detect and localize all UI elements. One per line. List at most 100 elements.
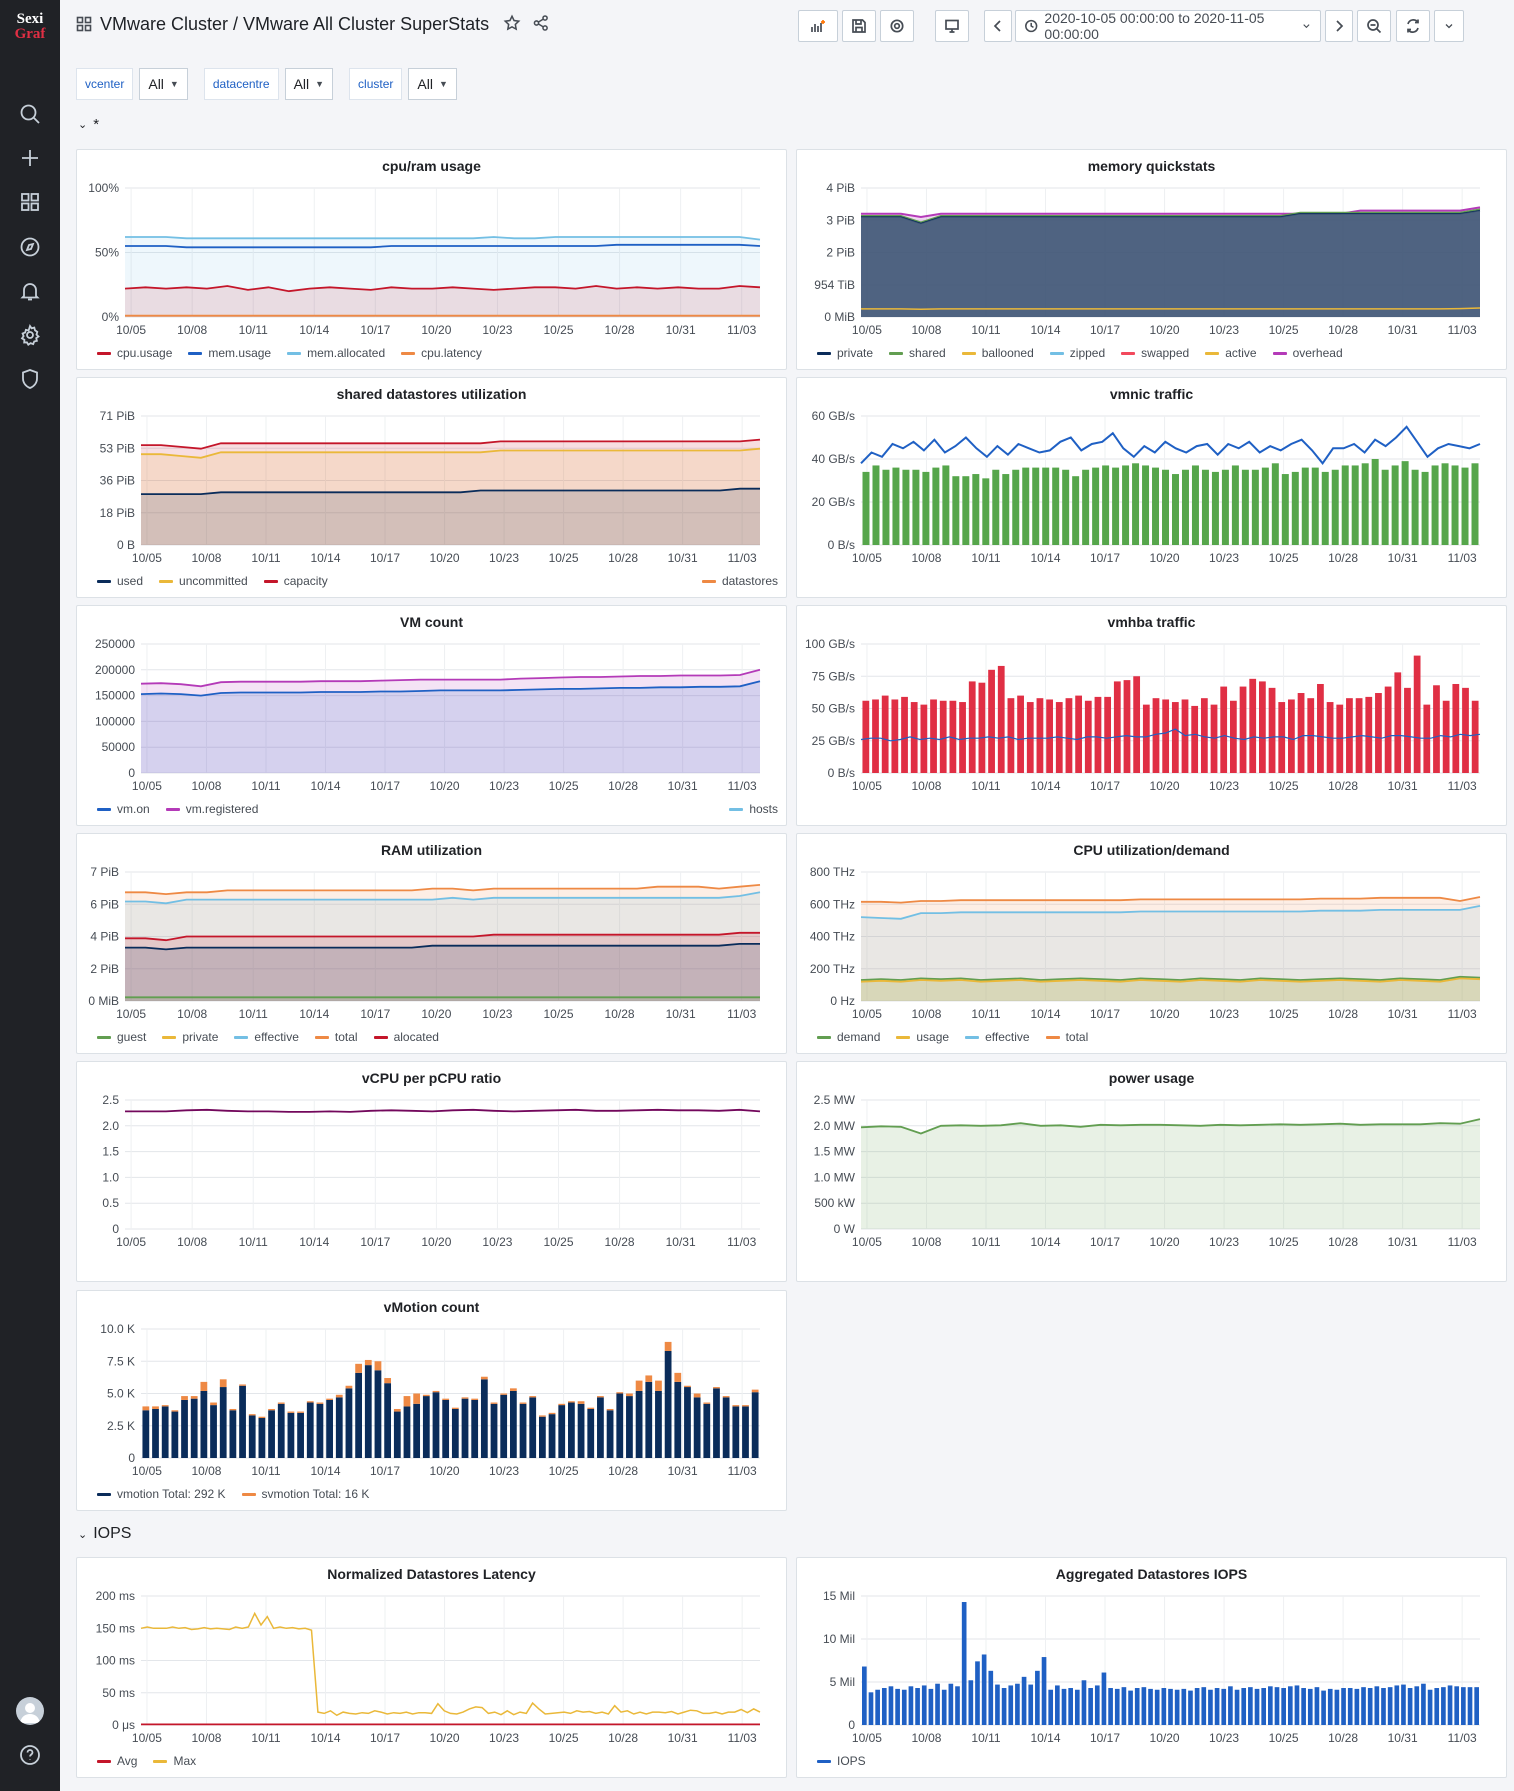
bar[interactable] (978, 682, 986, 773)
bar[interactable] (928, 1688, 934, 1725)
bar-vmotion[interactable] (568, 1402, 575, 1458)
legend-item-used[interactable]: used (97, 574, 143, 588)
bar-svmotion[interactable] (287, 1411, 295, 1413)
bar[interactable] (1188, 1690, 1193, 1725)
bar[interactable] (1321, 1690, 1326, 1725)
bar[interactable] (1384, 686, 1392, 773)
shield-icon[interactable] (18, 367, 42, 391)
panel-vcpu-per-pcpu-ratio[interactable]: vCPU per pCPU ratio 2.5 2.0 1.5 1.0 0.5 0 10/05… (76, 1061, 787, 1282)
series-line-private[interactable] (125, 943, 760, 951)
bar[interactable] (1307, 1688, 1313, 1725)
bar[interactable] (1181, 699, 1189, 773)
bar-vmotion[interactable] (451, 1408, 459, 1458)
bar[interactable] (901, 1689, 907, 1725)
legend-item-alocated[interactable]: alocated (373, 1030, 439, 1044)
bar[interactable] (992, 469, 1000, 545)
bar[interactable] (942, 465, 950, 545)
bar[interactable] (1035, 1670, 1040, 1725)
bar[interactable] (1301, 1688, 1306, 1725)
bar[interactable] (1021, 1676, 1027, 1725)
bar[interactable] (1441, 463, 1449, 545)
panel-memory-quickstats[interactable]: memory quickstats 4 PiB 3 PiB 2 PiB 954 TiB 0… (796, 149, 1507, 370)
bar[interactable] (1248, 1687, 1253, 1725)
bar[interactable] (1092, 467, 1100, 545)
bar[interactable] (995, 1684, 1000, 1725)
bar-vmotion[interactable] (161, 1406, 169, 1458)
bar-vmotion[interactable] (239, 1385, 246, 1458)
bar[interactable] (1128, 1690, 1133, 1725)
bar-svmotion[interactable] (345, 1385, 353, 1389)
panel-title[interactable]: shared datastores utilization (336, 386, 527, 402)
bar[interactable] (1046, 699, 1053, 773)
series-line-total[interactable] (125, 884, 761, 896)
bar-svmotion[interactable] (713, 1387, 720, 1389)
series-line-demand[interactable] (860, 975, 1481, 981)
legend-item-shared[interactable]: shared (889, 346, 946, 360)
panel-title[interactable]: VM count (400, 614, 463, 630)
series-line-active[interactable] (861, 307, 1481, 311)
bar-vmotion[interactable] (577, 1403, 585, 1458)
bar-svmotion[interactable] (548, 1412, 556, 1415)
legend-item-total[interactable]: total (1045, 1030, 1088, 1044)
bar[interactable] (1375, 693, 1382, 773)
bar[interactable] (1148, 1688, 1153, 1725)
bar-svmotion[interactable] (200, 1381, 208, 1391)
bar[interactable] (959, 702, 966, 773)
panel-normalized-datastores-latency[interactable]: Normalized Datastores Latency 200 ms 150 m… (76, 1557, 787, 1778)
bar-svmotion[interactable] (306, 1401, 314, 1403)
alerting-icon[interactable] (18, 279, 42, 303)
series-line-shared[interactable] (861, 208, 1481, 223)
bar[interactable] (1191, 705, 1199, 773)
bar[interactable] (862, 471, 870, 545)
bar-vmotion[interactable] (297, 1412, 304, 1458)
bar[interactable] (1048, 1689, 1054, 1725)
bar[interactable] (1421, 471, 1429, 545)
bar[interactable] (1141, 1687, 1147, 1725)
bar[interactable] (1351, 465, 1359, 545)
bar[interactable] (1391, 465, 1399, 545)
bar-vmotion[interactable] (558, 1405, 566, 1458)
panel-cpu-ram-usage[interactable]: cpu/ram usage 100% 50% 0% 10/05 10/08 10/11 10/… (76, 149, 787, 370)
bar[interactable] (1052, 467, 1060, 545)
bar-vmotion[interactable] (529, 1397, 537, 1458)
series-line-alocated[interactable] (125, 931, 760, 942)
bar-vmotion[interactable] (316, 1403, 324, 1458)
bar[interactable] (1321, 471, 1329, 545)
bar[interactable] (1171, 474, 1179, 545)
bar[interactable] (1331, 469, 1339, 545)
bar[interactable] (872, 699, 879, 773)
panel-ram-utilization[interactable]: RAM utilization 7 PiB 6 PiB 4 PiB 2 PiB 0 MiB… (76, 833, 787, 1054)
bar[interactable] (1094, 1685, 1100, 1725)
variable-select-vcenter[interactable]: All ▼ (139, 68, 188, 100)
bar[interactable] (1254, 1688, 1260, 1725)
bar[interactable] (861, 1666, 867, 1725)
bar-svmotion[interactable] (568, 1401, 575, 1403)
bar[interactable] (1334, 1689, 1340, 1725)
bar-vmotion[interactable] (616, 1393, 624, 1459)
legend-item-zipped[interactable]: zipped (1049, 346, 1105, 360)
bar[interactable] (975, 1661, 980, 1725)
bar-svmotion[interactable] (171, 1410, 179, 1412)
panel-title[interactable]: cpu/ram usage (382, 158, 481, 174)
bar[interactable] (881, 695, 889, 773)
bar[interactable] (868, 1692, 874, 1725)
bar-vmotion[interactable] (219, 1387, 227, 1458)
bar-svmotion[interactable] (219, 1379, 227, 1388)
bar[interactable] (930, 699, 937, 773)
legend-item-avg[interactable]: Avg (97, 1754, 137, 1768)
legend-item-capacity[interactable]: capacity (263, 574, 328, 588)
bar[interactable] (912, 469, 920, 545)
bar-svmotion[interactable] (297, 1411, 304, 1413)
bar[interactable] (1314, 1687, 1320, 1725)
bar-svmotion[interactable] (664, 1341, 672, 1351)
bar-vmotion[interactable] (190, 1398, 198, 1458)
panel-title[interactable]: vCPU per pCPU ratio (361, 1070, 502, 1086)
bar[interactable] (1200, 698, 1208, 773)
bar[interactable] (872, 465, 880, 545)
bar-vmotion[interactable] (268, 1410, 275, 1458)
bar[interactable] (1367, 1688, 1373, 1725)
bar[interactable] (1447, 1685, 1453, 1725)
series-line-cpu-usage[interactable] (124, 285, 761, 293)
bar[interactable] (972, 474, 980, 545)
bar[interactable] (1346, 698, 1353, 773)
